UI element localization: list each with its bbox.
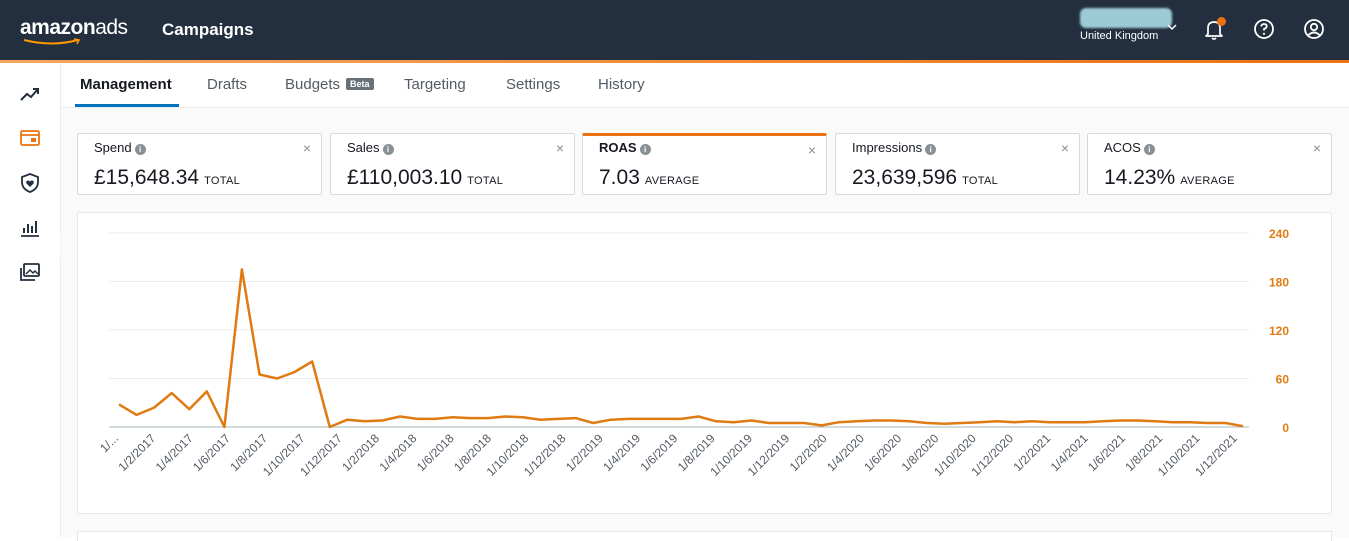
amazon-ads-logo[interactable]: amazonads: [20, 16, 128, 40]
y-tick-label: 180: [1269, 276, 1289, 290]
beta-badge: Beta: [346, 78, 374, 90]
metric-value: 7.03 AVERAGE: [599, 166, 700, 189]
campaigns-table-card: [77, 531, 1332, 541]
x-tick-label: 1/4/2021: [1048, 431, 1091, 474]
bell-icon[interactable]: [1202, 17, 1226, 41]
x-tick-label: 1/4/2018: [377, 431, 420, 474]
tab-settings[interactable]: Settings: [506, 76, 561, 93]
y-tick-label: 120: [1269, 324, 1289, 338]
metric-value: 14.23% AVERAGE: [1104, 166, 1235, 189]
logo-main-text: amazon: [20, 16, 96, 39]
info-icon[interactable]: i: [1143, 144, 1155, 155]
notification-dot: [1217, 17, 1226, 26]
close-icon[interactable]: ×: [302, 140, 311, 156]
performance-chart-card: 240 180 120 60 0 1/... 1/2/2017 1/4/2017 1/6/201…: [77, 212, 1332, 514]
x-tick-label: 1/6/2017: [190, 431, 233, 474]
top-bar-accent: [0, 60, 1349, 63]
metric-label: Sales i: [347, 140, 394, 155]
logo-ads-text: ads: [95, 16, 128, 39]
creative-gallery-icon[interactable]: [19, 261, 41, 283]
close-icon[interactable]: ×: [1060, 140, 1069, 156]
x-tick-label: 1/2/2020: [787, 431, 830, 474]
metric-label: ACOS i: [1104, 140, 1155, 155]
x-tick-label: 1/2/2017: [115, 431, 158, 474]
metric-card-sales[interactable]: Sales i × £110,003.10 TOTAL: [330, 133, 575, 195]
tab-bar: Management Drafts Budgets Beta Targeting …: [61, 63, 1349, 108]
x-tick-label: 1/...: [97, 431, 121, 455]
metric-card-acos[interactable]: ACOS i × 14.23% AVERAGE: [1087, 133, 1332, 195]
account-selector[interactable]: United Kingdom: [1078, 8, 1178, 48]
logo-smile-icon: [23, 38, 81, 45]
help-icon[interactable]: [1252, 17, 1276, 41]
tab-budgets-label: Budgets: [285, 76, 341, 93]
tab-drafts[interactable]: Drafts: [207, 76, 248, 93]
x-tick-label: 1/2/2019: [563, 431, 606, 474]
x-tick-label: 1/6/2021: [1085, 431, 1128, 474]
metric-label: ROAS i: [599, 140, 651, 155]
x-tick-label: 1/4/2019: [600, 431, 643, 474]
metric-label: Impressions i: [852, 140, 937, 155]
app-title: Campaigns: [162, 20, 254, 39]
metric-value: £15,648.34 TOTAL: [94, 166, 241, 189]
metric-value: 23,639,596 TOTAL: [852, 166, 999, 189]
metric-value: £110,003.10 TOTAL: [347, 166, 504, 189]
tab-budgets[interactable]: Budgets Beta: [285, 76, 374, 93]
x-tick-label: 1/6/2019: [638, 431, 681, 474]
x-tick-label: 1/6/2020: [861, 431, 904, 474]
close-icon[interactable]: ×: [1312, 140, 1321, 156]
trend-chart-icon[interactable]: [19, 83, 41, 105]
metric-card-roas[interactable]: ROAS i × 7.03 AVERAGE: [582, 133, 827, 195]
brand-shield-icon[interactable]: [19, 172, 41, 194]
x-tick-label: 1/2/2018: [339, 431, 382, 474]
top-bar: amazonads Campaigns United Kingdom: [0, 0, 1349, 60]
campaigns-card-icon[interactable]: [19, 127, 41, 149]
info-icon[interactable]: i: [134, 144, 146, 155]
bar-chart-icon[interactable]: [19, 217, 41, 239]
account-region: United Kingdom: [1080, 30, 1159, 42]
x-tick-label: 1/6/2018: [414, 431, 457, 474]
side-nav: [0, 63, 61, 537]
tab-targeting[interactable]: Targeting: [404, 76, 466, 93]
x-tick-label: 1/4/2017: [153, 431, 196, 474]
active-tab-indicator: [75, 104, 179, 107]
metric-label: Spend i: [94, 140, 146, 155]
close-icon[interactable]: ×: [807, 142, 816, 158]
info-icon[interactable]: i: [382, 144, 394, 155]
metric-card-spend[interactable]: Spend i × £15,648.34 TOTAL: [77, 133, 322, 195]
y-tick-label: 60: [1276, 373, 1290, 387]
roas-series-line: [118, 268, 1244, 429]
info-icon[interactable]: i: [639, 144, 651, 155]
tab-management[interactable]: Management: [80, 76, 172, 93]
x-tick-label: 1/4/2020: [824, 431, 867, 474]
info-icon[interactable]: i: [925, 144, 937, 155]
x-tick-label: 1/2/2021: [1010, 431, 1053, 474]
tab-history[interactable]: History: [598, 76, 645, 93]
chevron-down-icon: [1167, 24, 1177, 31]
account-name-redacted: [1080, 8, 1172, 28]
main-content: Management Drafts Budgets Beta Targeting …: [61, 63, 1349, 541]
user-icon[interactable]: [1302, 17, 1326, 41]
y-tick-label: 240: [1269, 227, 1289, 241]
roas-line-chart[interactable]: 2401801206001/...1/2/20171/4/20171/6/201…: [78, 213, 1333, 515]
close-icon[interactable]: ×: [555, 140, 564, 156]
y-tick-label: 0: [1282, 421, 1289, 435]
metric-card-impressions[interactable]: Impressions i × 23,639,596 TOTAL: [835, 133, 1080, 195]
